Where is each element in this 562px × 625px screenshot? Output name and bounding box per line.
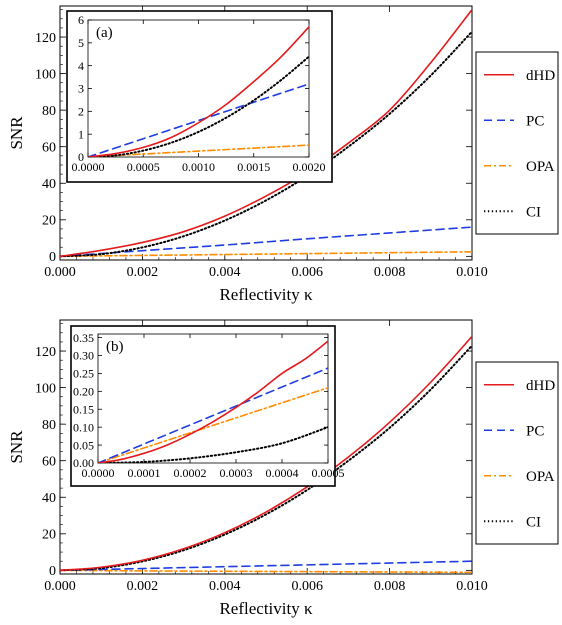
series-line-ci (60, 344, 472, 572)
y-tick-label: 0.15 (73, 402, 94, 416)
x-axis-label: Reflectivity κ (219, 285, 313, 304)
y-tick-label: 0.00 (73, 456, 94, 470)
x-tick-label: 0.0015 (237, 160, 270, 174)
x-tick-label: 0.002 (127, 579, 159, 594)
y-tick-label: 4 (78, 59, 84, 73)
x-tick-label: 0.006 (291, 265, 323, 280)
x-tick-label: 0.0002 (174, 466, 207, 480)
series-line-opa (88, 144, 309, 157)
legend-label-opa: OPA (526, 469, 555, 485)
legend-label-ci: CI (526, 204, 541, 220)
x-tick-label: 0.0000 (82, 466, 115, 480)
panel-a-main: 0.000 0.002 0.004 0.006 0.008 0.0100204060801… (7, 5, 559, 304)
y-tick-label: 0.25 (73, 367, 94, 381)
y-tick-label: 40 (42, 491, 56, 506)
series-line-pc (60, 226, 472, 258)
legend-label-pc: PC (526, 423, 544, 439)
panel-b-inset: 0.0000 0.0001 0.0002 0.0003 0.0004 0.0005 0.00… (70, 325, 345, 487)
series-line-ci (60, 30, 472, 258)
panel-a-inset: 0.0000 0.0005 0.0010 0.0015 0.0020 0 1 2 3 4 5 6 (a) (66, 10, 333, 183)
panel-label: (b) (106, 339, 124, 355)
inset-background (70, 325, 336, 487)
y-tick-label: 20 (42, 214, 56, 229)
y-axis-label: SNR (7, 430, 26, 464)
x-tick-label: 0.008 (374, 265, 406, 280)
x-tick-label: 0.0010 (182, 160, 215, 174)
y-tick-label: 5 (78, 36, 84, 50)
y-tick-label: 0.05 (73, 438, 94, 452)
x-tick-label: 0.0020 (293, 160, 326, 174)
y-tick-label: 0 (49, 250, 56, 265)
series-line-dhd (60, 8, 472, 258)
series-group (60, 8, 472, 258)
y-tick-label: 60 (42, 141, 56, 156)
y-tick-label: 100 (35, 382, 56, 397)
x-tick-label: 0.004 (209, 579, 241, 594)
y-tick-label: 40 (42, 177, 56, 192)
series-line-opa (98, 386, 328, 463)
x-tick-label: 0.000 (44, 265, 76, 280)
series-line-dhd (88, 26, 309, 157)
legend-box (475, 361, 559, 545)
x-tick-label: 0.0003 (220, 466, 253, 480)
plot-frame (59, 5, 473, 261)
y-tick-label: 0.35 (73, 331, 94, 345)
legend-label-ci: CI (526, 514, 541, 530)
panel-b-main: 0.000 0.002 0.004 0.006 0.008 0.010 0 20 40 60 80 1… (7, 319, 559, 618)
y-tick-label: 0 (78, 150, 84, 164)
y-tick-label: 120 (35, 345, 56, 360)
series-line-opa (60, 250, 472, 258)
x-tick-label: 0.010 (456, 265, 488, 280)
series-line-dhd (98, 340, 328, 463)
y-tick-label: 3 (78, 82, 84, 96)
y-tick-label: 80 (42, 418, 56, 433)
x-tick-label: 0.008 (374, 579, 406, 594)
y-tick-label: 2 (78, 105, 84, 119)
series-group (88, 26, 309, 157)
legend-label-dhd: dHD (526, 378, 555, 394)
x-axis-label: Reflectivity κ (219, 599, 313, 618)
y-tick-label: 60 (42, 455, 56, 470)
series-line-ci (98, 426, 328, 463)
x-tick-label: 0.002 (127, 265, 159, 280)
series-line-opa (60, 569, 472, 574)
plot-frame (97, 333, 329, 464)
legend-box (475, 51, 559, 235)
legend-label-pc: PC (526, 113, 544, 129)
series-line-pc (98, 367, 328, 463)
legend-label-dhd: dHD (526, 68, 555, 84)
y-tick-label: 0 (49, 564, 56, 579)
y-tick-label: 20 (42, 528, 56, 543)
y-tick-label: 100 (35, 68, 56, 83)
y-axis-label: SNR (7, 116, 26, 150)
x-tick-label: 0.0000 (72, 160, 105, 174)
y-tick-label: 0.30 (73, 349, 94, 363)
panel-label: (a) (96, 25, 113, 41)
x-tick-label: 0.0005 (312, 466, 345, 480)
x-tick-label: 0.004 (209, 265, 241, 280)
y-tick-label: 80 (42, 104, 56, 119)
legend-label-opa: OPA (526, 159, 555, 175)
x-tick-label: 0.0001 (128, 466, 161, 480)
series-group (98, 340, 328, 463)
y-tick-label: 1 (78, 127, 84, 141)
series-line-pc (60, 560, 472, 572)
y-tick-label: 6 (78, 13, 84, 27)
x-tick-label: 0.010 (456, 579, 488, 594)
y-tick-label: 120 (35, 31, 56, 46)
x-tick-label: 0.0005 (127, 160, 160, 174)
series-line-pc (88, 83, 309, 157)
plot-frame (59, 319, 473, 575)
y-tick-label: 0.20 (73, 385, 94, 399)
x-tick-label: 0.000 (44, 579, 76, 594)
legend: dHD PC OPA CI (475, 51, 559, 235)
legend: dHD PC OPA CI (475, 361, 559, 545)
y-tick-label: 0.10 (73, 420, 94, 434)
x-tick-label: 0.0004 (266, 466, 299, 480)
series-line-ci (88, 55, 309, 157)
x-tick-label: 0.006 (291, 579, 323, 594)
series-group (60, 335, 472, 574)
series-line-dhd (60, 335, 472, 572)
